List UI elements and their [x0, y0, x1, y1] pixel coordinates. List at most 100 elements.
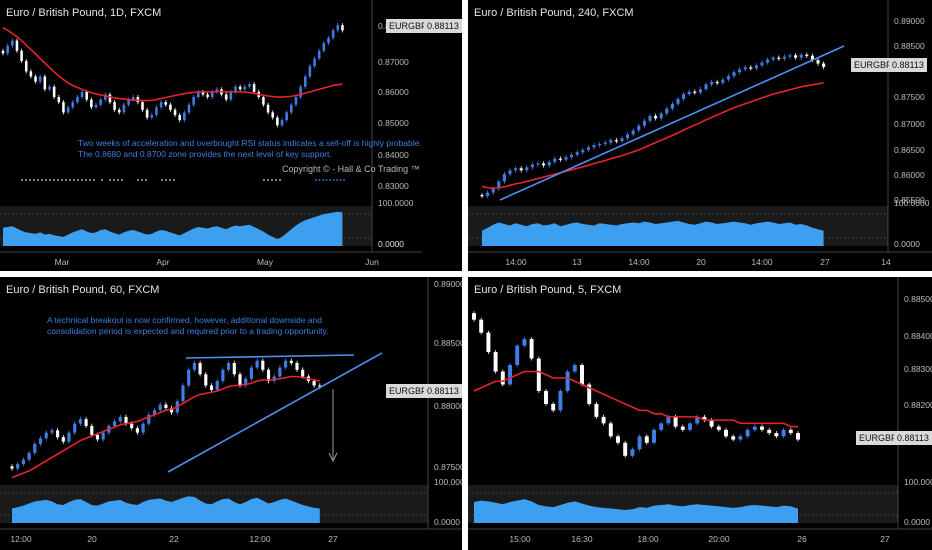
candle	[67, 432, 71, 442]
last-price-badge: 0.88113	[889, 58, 927, 72]
time-tick-label: Mar	[55, 257, 70, 267]
price-tick-label: 0.88300	[904, 364, 932, 374]
candle	[331, 30, 335, 38]
chart-panel-daily[interactable]: 0.88113 0.87000 0.86000 0.85000 0.84000 0.830…	[0, 0, 462, 271]
candle	[659, 113, 663, 119]
candle	[308, 66, 312, 77]
candle	[10, 466, 14, 469]
chart-240-svg[interactable]: 0.89000 0.88500 0.88113 0.87500 0.87000 0.865…	[468, 0, 932, 271]
price-tick-label: 0.87000	[378, 57, 409, 67]
signal-dot	[21, 179, 23, 181]
candle	[209, 385, 214, 390]
candle	[592, 145, 596, 148]
candle	[515, 345, 520, 366]
candle	[238, 374, 242, 386]
candle	[232, 363, 236, 375]
candle	[295, 363, 299, 370]
candle	[799, 54, 803, 58]
candle	[289, 360, 293, 364]
time-tick-label: 20:00	[708, 534, 730, 544]
candle	[652, 429, 656, 443]
candle	[80, 91, 84, 98]
candle	[271, 112, 274, 118]
candle	[252, 84, 256, 92]
signal-dot	[45, 179, 47, 181]
time-tick-label: 14	[881, 257, 891, 267]
candle	[150, 114, 154, 118]
signal-dot	[65, 179, 67, 181]
signal-dot	[275, 179, 277, 181]
chart-panel-240[interactable]: 0.89000 0.88500 0.88113 0.87500 0.87000 0.865…	[468, 0, 932, 271]
candle	[62, 102, 65, 113]
candle	[113, 421, 117, 426]
symbol-label: EURGBP	[856, 431, 901, 445]
candle	[558, 158, 562, 160]
candle	[266, 104, 270, 113]
candle	[227, 363, 231, 370]
candle	[285, 112, 288, 121]
candle	[141, 102, 144, 110]
chart-5-svg[interactable]: 0.88500 0.88400 0.88300 0.88200 0.88113 100.0…	[468, 277, 932, 550]
candle	[626, 134, 630, 139]
candle	[1, 50, 5, 54]
candle	[648, 115, 652, 121]
candle	[24, 61, 28, 72]
candle	[721, 79, 725, 83]
candle	[781, 429, 786, 437]
chart-panel-5[interactable]: 0.88500 0.88400 0.88300 0.88200 0.88113 100.0…	[468, 277, 932, 550]
signal-dot	[137, 179, 139, 181]
annotation-line-2: consolidation period is expected and req…	[47, 326, 329, 336]
signal-dot	[121, 179, 123, 181]
candle	[61, 437, 65, 442]
candle	[614, 140, 618, 142]
rsi-tick-label: 0.0000	[904, 517, 930, 527]
moving-average-line	[473, 370, 798, 428]
candle	[104, 94, 107, 100]
chart-60-svg[interactable]: 0.89000 0.88500 0.88113 0.88000 0.87500 100.0…	[0, 277, 462, 550]
candle	[767, 429, 772, 434]
candle	[52, 86, 56, 98]
signal-dot	[29, 179, 31, 181]
candle	[673, 416, 678, 427]
candle	[141, 423, 145, 433]
candle	[44, 432, 48, 439]
candle	[670, 103, 674, 109]
signal-dot	[271, 179, 273, 181]
candle	[303, 76, 307, 87]
candle	[278, 367, 282, 377]
time-tick-label: 12:00	[10, 534, 32, 544]
signal-dot	[263, 179, 265, 181]
candle	[766, 59, 770, 63]
chart-panel-60[interactable]: 0.89000 0.88500 0.88113 0.88000 0.87500 100.0…	[0, 277, 462, 550]
candle	[710, 81, 714, 85]
candle	[777, 57, 781, 59]
candle	[580, 365, 584, 385]
signal-dot	[25, 179, 27, 181]
candle	[693, 91, 697, 93]
price-tick-label: 0.86000	[894, 170, 925, 180]
candle	[294, 97, 298, 105]
candle	[716, 426, 721, 430]
daily-chart-svg[interactable]: 0.88113 0.87000 0.86000 0.85000 0.84000 0.830…	[0, 0, 462, 271]
signal-dot	[77, 179, 79, 181]
signal-dot	[339, 179, 342, 181]
candle	[796, 433, 800, 440]
candle	[529, 339, 534, 359]
price-tick-label: 0.85500	[894, 195, 925, 205]
rsi-tick-label: 100.0000	[378, 198, 414, 208]
candle	[255, 360, 259, 368]
chart-title: Euro / British Pound, 60, FXCM	[6, 284, 160, 296]
candle	[620, 138, 624, 142]
candle	[155, 107, 158, 115]
candle	[341, 25, 344, 31]
candle	[290, 104, 293, 113]
candle	[78, 419, 82, 424]
candle	[313, 58, 316, 67]
candle	[181, 385, 185, 402]
candle	[38, 76, 42, 82]
price-tick-label: 0.0000	[378, 239, 404, 249]
signal-dot	[117, 179, 119, 181]
chart-annotation: Two weeks of acceleration and overbought…	[78, 138, 422, 160]
moving-average-line	[11, 375, 320, 479]
time-tick-label: 26	[797, 534, 807, 544]
